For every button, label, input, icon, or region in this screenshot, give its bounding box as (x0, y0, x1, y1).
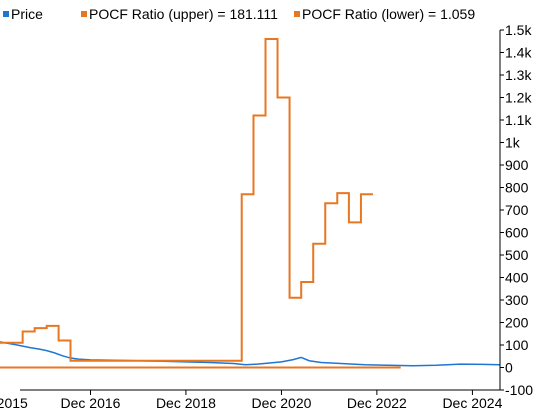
y-tick-label: 1.5k (505, 22, 532, 38)
x-tick-label: Dec 2022 (347, 395, 407, 411)
y-tick-label: 1.2k (505, 90, 532, 106)
x-axis-ticks: Jan 2015 Dec 2016 Dec 2018 Dec 2020 Dec 2022… (0, 390, 503, 411)
x-tick-label: Dec 2024 (442, 395, 502, 411)
series-layer (0, 38, 501, 369)
y-tick-label: 1k (505, 135, 521, 151)
legend: Price POCF Ratio (upper) = 181.111 POCF … (3, 6, 475, 22)
y-tick-label: 500 (505, 247, 529, 263)
y-tick-label: 1.3k (505, 67, 532, 83)
y-axis-ticks: -100 0 100 200 300 400 500 600 700 800 900 1k 1.1k 1.… (500, 22, 533, 398)
price-line (0, 341, 501, 367)
y-tick-label: 100 (505, 337, 529, 353)
legend-swatch-price (3, 11, 9, 17)
y-tick-label: 700 (505, 202, 529, 218)
legend-label-pocf-upper: POCF Ratio (upper) = 181.111 (89, 6, 278, 22)
y-tick-label: 0 (505, 360, 513, 376)
y-tick-label: 200 (505, 315, 529, 331)
x-tick-label: Dec 2016 (61, 395, 121, 411)
legend-swatch-pocf-upper (81, 11, 87, 17)
x-tick-label: Jan 2015 (0, 395, 28, 411)
y-tick-label: -100 (505, 382, 533, 398)
legend-label-price: Price (11, 6, 43, 22)
pocf-upper-line (0, 38, 373, 362)
y-tick-label: 400 (505, 270, 529, 286)
y-tick-label: 1.4k (505, 45, 532, 61)
legend-label-pocf-lower: POCF Ratio (lower) = 1.059 (302, 6, 475, 22)
y-tick-label: 600 (505, 225, 529, 241)
legend-swatch-pocf-lower (294, 11, 300, 17)
y-tick-label: 1.1k (505, 112, 532, 128)
y-tick-label: 300 (505, 292, 529, 308)
x-tick-label: Dec 2020 (251, 395, 311, 411)
y-tick-label: 800 (505, 180, 529, 196)
y-tick-label: 900 (505, 157, 529, 173)
x-tick-label: Dec 2018 (156, 395, 216, 411)
